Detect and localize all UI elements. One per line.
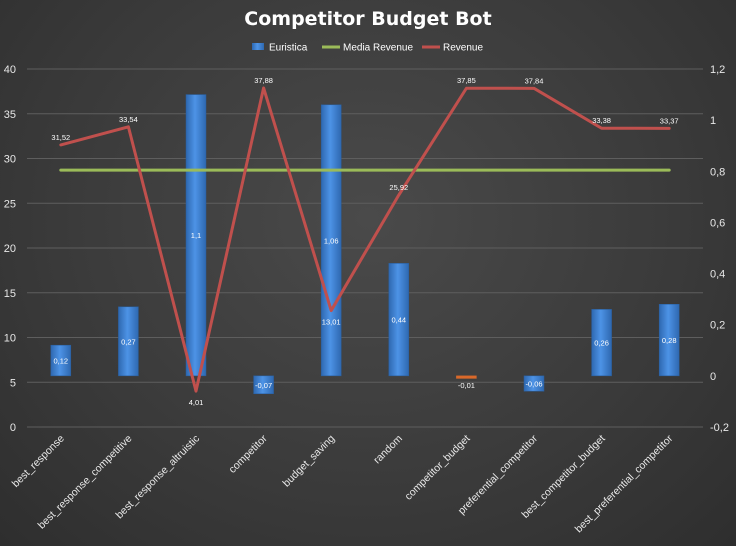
right-tick-label: 0,4 <box>710 269 725 281</box>
gridlines <box>27 68 703 428</box>
legend: Euristica Media Revenue Revenue <box>252 43 483 54</box>
bar-value-label: 0,27 <box>121 337 136 346</box>
legend-label: Revenue <box>443 43 483 54</box>
legend-label: Euristica <box>269 43 308 54</box>
left-tick-label: 20 <box>4 243 16 255</box>
bar-competitor <box>253 375 274 395</box>
category-label: competitor_budget <box>403 433 473 503</box>
bar-best_competitor_budget <box>591 309 612 377</box>
revenue-value-label: 33,38 <box>592 116 611 125</box>
bar-value-label: 0,44 <box>391 316 406 325</box>
data-labels: 0,12 0,27 1,1 -0,07 1,06 0,44 -0,01 -0,06 0,26 0,… <box>51 76 678 407</box>
left-tick-label: 0 <box>10 422 16 434</box>
right-tick-label: 0,2 <box>710 320 725 332</box>
bar-best_preferential_competitor <box>658 304 680 377</box>
right-tick-label: 1 <box>710 115 716 127</box>
category-label: competitor <box>227 432 271 476</box>
right-axis: -0,2 0 0,2 0,4 0,6 0,8 1 1,2 <box>710 64 729 434</box>
left-tick-label: 5 <box>10 377 16 389</box>
bar-competitor_budget <box>456 375 477 379</box>
category-label: budget_saving <box>281 433 338 490</box>
right-tick-label: 0,6 <box>710 217 725 229</box>
bar-value-label: 0,12 <box>53 357 68 366</box>
lines <box>59 86 671 393</box>
left-axis: 0 5 10 15 20 25 30 35 40 <box>4 64 16 434</box>
revenue-value-label: 13,01 <box>322 318 341 327</box>
bar-best_response_altruistic <box>185 94 207 377</box>
left-tick-label: 10 <box>4 333 16 345</box>
legend-label: Media Revenue <box>343 43 413 54</box>
revenue-value-label: 4,01 <box>189 398 204 407</box>
bar-preferential_competitor <box>523 375 545 392</box>
bar-value-label: 1,06 <box>324 236 339 245</box>
bar-value-label: 0,26 <box>594 339 609 348</box>
bar-budget_saving <box>320 104 342 377</box>
line-revenue <box>59 86 671 393</box>
chart-title: Competitor Budget Bot <box>244 8 491 30</box>
revenue-value-label: 25,92 <box>389 183 408 192</box>
bar-value-label: 0,28 <box>662 336 677 345</box>
revenue-value-label: 31,52 <box>51 133 70 142</box>
legend-swatch-euristica <box>252 43 264 50</box>
left-tick-label: 15 <box>4 288 16 300</box>
left-tick-label: 25 <box>4 198 16 210</box>
bar-value-label: 1,1 <box>191 231 201 240</box>
revenue-value-label: 37,84 <box>525 76 544 85</box>
revenue-value-label: 33,54 <box>119 115 138 124</box>
bar-value-label: -0,06 <box>525 380 542 389</box>
left-tick-label: 30 <box>4 154 16 166</box>
bars <box>50 94 680 395</box>
right-tick-label: 0 <box>710 371 716 383</box>
bar-random <box>388 263 410 377</box>
left-tick-label: 35 <box>4 109 16 121</box>
bar-best_response <box>50 344 72 377</box>
right-tick-label: -0,2 <box>710 422 729 434</box>
bar-best_response_competitive <box>118 306 139 377</box>
bar-value-label: -0,07 <box>255 381 272 390</box>
category-labels: best_responsebest_response_competitivebe… <box>10 432 676 535</box>
bar-value-label: -0,01 <box>458 381 475 390</box>
revenue-value-label: 37,85 <box>457 76 476 85</box>
left-tick-label: 40 <box>4 64 16 76</box>
right-tick-label: 1,2 <box>710 64 725 76</box>
right-tick-label: 0,8 <box>710 166 725 178</box>
revenue-value-label: 37,88 <box>254 76 273 85</box>
category-label: best_response <box>10 433 67 490</box>
revenue-value-label: 33,37 <box>660 116 679 125</box>
category-label: random <box>371 432 405 466</box>
